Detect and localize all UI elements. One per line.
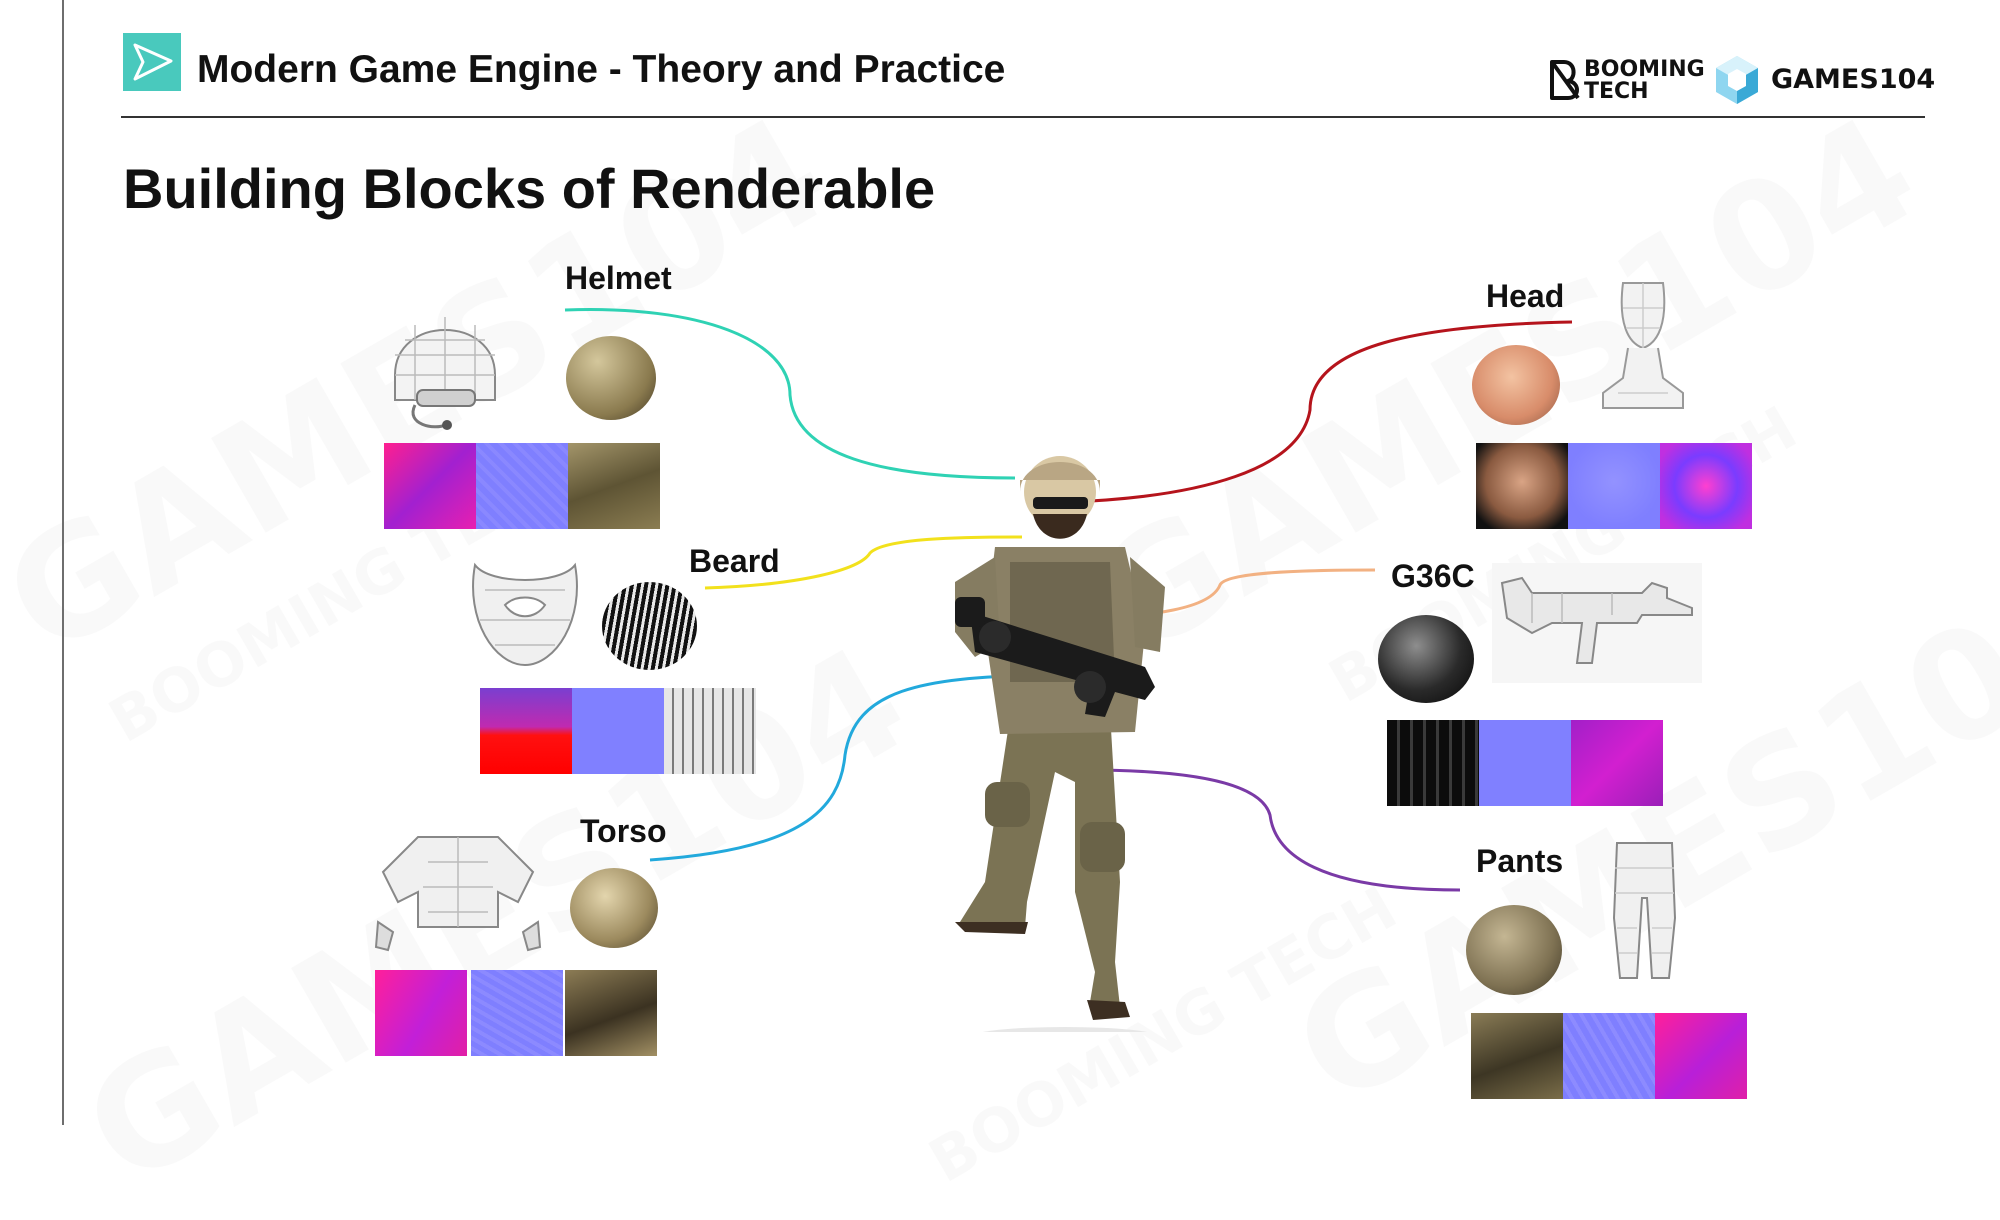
tech-label: TECH — [1584, 79, 1649, 104]
soldier-model — [955, 456, 1165, 1032]
header-rule — [121, 116, 1925, 118]
left-margin-rule — [62, 0, 64, 1125]
torso-roughness-map — [375, 970, 467, 1056]
helmet-material-preview — [566, 336, 656, 420]
helmet-normal-map — [476, 443, 568, 529]
play-icon — [133, 43, 173, 81]
course-logo — [123, 33, 181, 91]
head-label: Head — [1486, 278, 1565, 314]
games104-label: GAMES104 — [1771, 64, 1936, 95]
head-roughness-map — [1660, 443, 1752, 529]
beard-alpha-map — [664, 688, 756, 774]
g36c-roughness-map — [1571, 720, 1663, 806]
g36c-label: G36C — [1391, 558, 1475, 594]
pants-wireframe — [1612, 842, 1677, 979]
booming-label: BOOMING — [1584, 57, 1705, 82]
g36c-albedo-map — [1387, 720, 1479, 806]
torso-normal-map — [471, 970, 563, 1056]
torso-material-preview — [570, 868, 658, 948]
beard-material-preview — [602, 582, 697, 670]
head-material-preview — [1472, 345, 1560, 425]
beard-roughness-map — [480, 688, 572, 774]
head-albedo-map — [1476, 443, 1568, 529]
helmet-connector — [564, 308, 1016, 480]
beard-label: Beard — [689, 543, 780, 579]
head-connector — [1069, 320, 1573, 504]
helmet-albedo-map — [568, 443, 660, 529]
header-title: Modern Game Engine - Theory and Practice — [197, 48, 1006, 91]
torso-connector — [649, 673, 1046, 862]
pants-albedo-map — [1471, 1013, 1563, 1099]
cube-icon — [1716, 56, 1758, 104]
torso-wireframe — [374, 836, 542, 952]
head-wireframe — [1602, 282, 1684, 409]
pants-label: Pants — [1476, 843, 1564, 879]
beard-normal-map — [572, 688, 664, 774]
pants-normal-map — [1563, 1013, 1655, 1099]
booming-icon — [1550, 60, 1580, 100]
g36c-material-preview — [1378, 615, 1474, 703]
torso-label: Torso — [580, 813, 667, 849]
torso-albedo-map — [565, 970, 657, 1056]
g36c-normal-map — [1479, 720, 1571, 806]
beard-connector — [704, 535, 1023, 590]
helmet-wireframe — [394, 317, 496, 430]
beard-wireframe — [472, 562, 578, 667]
connector-lines — [564, 308, 1573, 892]
pants-material-preview — [1466, 905, 1562, 995]
helmet-roughness-map — [384, 443, 476, 529]
helmet-label: Helmet — [565, 260, 672, 296]
g36c-wireframe — [1492, 563, 1702, 683]
head-normal-map — [1568, 443, 1660, 529]
slide-title: Building Blocks of Renderable — [123, 157, 936, 220]
pants-connector — [1084, 768, 1461, 892]
pants-roughness-map — [1655, 1013, 1747, 1099]
